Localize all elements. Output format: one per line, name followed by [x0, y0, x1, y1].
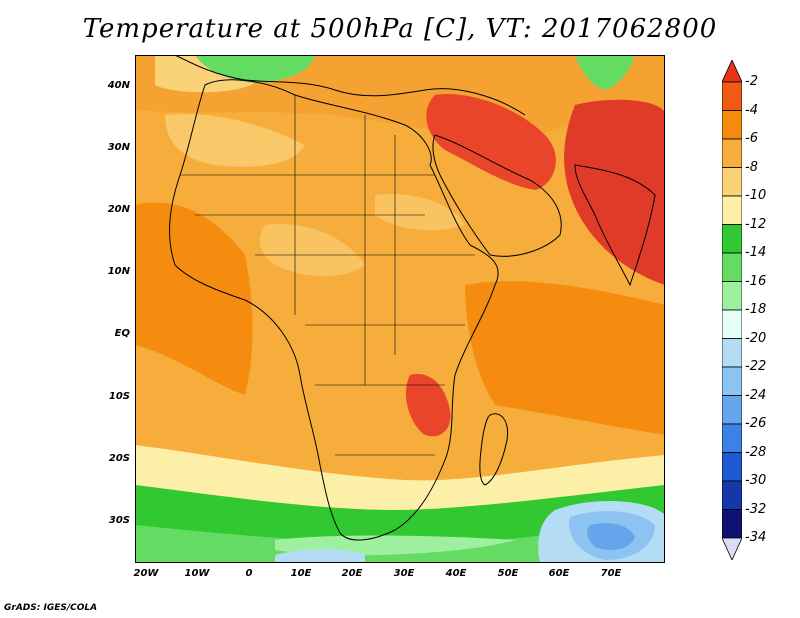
colorbar-label: -18 [745, 302, 767, 317]
colorbar-bin [722, 281, 742, 311]
lat-label-20n: 20N [107, 204, 130, 215]
lon-label-50e: 50E [497, 568, 519, 579]
field-south-light-green [135, 520, 665, 563]
field-india-hot [564, 99, 665, 285]
colorbar-bin [722, 338, 742, 368]
lat-label-30s: 30S [108, 515, 130, 526]
country-borders [180, 95, 475, 456]
colorbar-bin [722, 509, 742, 539]
colorbar-label: -6 [745, 131, 758, 146]
colorbar-boxes [722, 60, 742, 560]
field-europe-green-2 [575, 55, 635, 90]
field-sahel-cool [375, 194, 465, 231]
field-east-africa-hot [405, 374, 451, 437]
colorbar-label: -8 [745, 159, 758, 175]
colorbar-bin [722, 195, 742, 225]
colorbar-bin [722, 309, 742, 339]
lon-label-10w: 10W [184, 568, 210, 579]
europe-coast [174, 55, 526, 116]
lat-label-eq: EQ [114, 328, 130, 339]
colorbar-bin [722, 423, 742, 453]
field-blue-blob-core [587, 523, 635, 550]
field-sw-blue [275, 549, 365, 563]
colorbar-bin [722, 110, 742, 140]
colorbar-bin [722, 366, 742, 396]
field-sahara-cool [165, 114, 305, 167]
colorbar-bin [722, 167, 742, 197]
temperature-map [135, 55, 665, 563]
lat-label-10s: 10S [108, 391, 130, 402]
colorbar-label: -34 [745, 530, 767, 545]
field-south-pale [135, 445, 665, 510]
field-europe-pale [155, 55, 255, 93]
colorbar-bin [722, 81, 742, 111]
colorbar-label: -30 [745, 473, 767, 488]
india-coast [574, 164, 656, 287]
colorbar-bin [722, 252, 742, 282]
colorbar-label: -22 [745, 359, 767, 374]
field-west-africa-cool [259, 224, 365, 277]
colorbar-label: -28 [745, 444, 767, 460]
colorbar-label: -14 [745, 245, 767, 260]
lat-label-20s: 20S [108, 453, 130, 464]
lon-label-20e: 20E [341, 568, 363, 579]
map-frame [135, 55, 665, 563]
colorbar-cap-bottom [722, 537, 742, 560]
colorbar-label: -26 [745, 416, 767, 431]
colorbar-bin [722, 452, 742, 482]
lon-label-10e: 10E [290, 568, 312, 579]
africa-coast [169, 79, 499, 541]
lon-label-30e: 30E [393, 568, 415, 579]
coastlines [169, 55, 656, 541]
lon-label-40e: 40E [445, 568, 467, 579]
madagascar-coast [479, 413, 509, 486]
field-middle-east-hot [426, 94, 556, 190]
lon-label-0: 0 [245, 568, 253, 579]
lat-label-40n: 40N [107, 80, 130, 91]
colorbar-label: -20 [745, 330, 767, 346]
colorbar-label: -16 [745, 273, 767, 289]
lon-label-70e: 70E [600, 568, 622, 579]
field-atlantic-warm [135, 202, 253, 395]
colorbar-label: -12 [745, 216, 767, 232]
colorbar-label: -24 [745, 387, 767, 403]
colorbar-label: -2 [745, 74, 758, 89]
colorbar-bin [722, 138, 742, 168]
lat-label-30n: 30N [107, 142, 130, 153]
colorbar-label: -4 [745, 102, 758, 118]
colorbar-bin [722, 480, 742, 510]
lon-label-60e: 60E [548, 568, 570, 579]
colorbar-label: -32 [745, 501, 767, 517]
colorbar-bin [722, 395, 742, 425]
lat-label-10n: 10N [107, 266, 130, 277]
colorbar-bin [722, 224, 742, 254]
credit-text: GrADS: IGES/COLA [4, 603, 98, 613]
colorbar-label: -10 [745, 188, 767, 203]
lon-label-20w: 20W [133, 568, 159, 579]
chart-title: Temperature at 500hPa [C], VT: 201706280… [82, 14, 718, 44]
colorbar-cap-top [722, 60, 742, 83]
colorbar [722, 60, 742, 560]
arabia-coast [432, 134, 562, 257]
field-indian-ocean-warm [465, 281, 665, 435]
